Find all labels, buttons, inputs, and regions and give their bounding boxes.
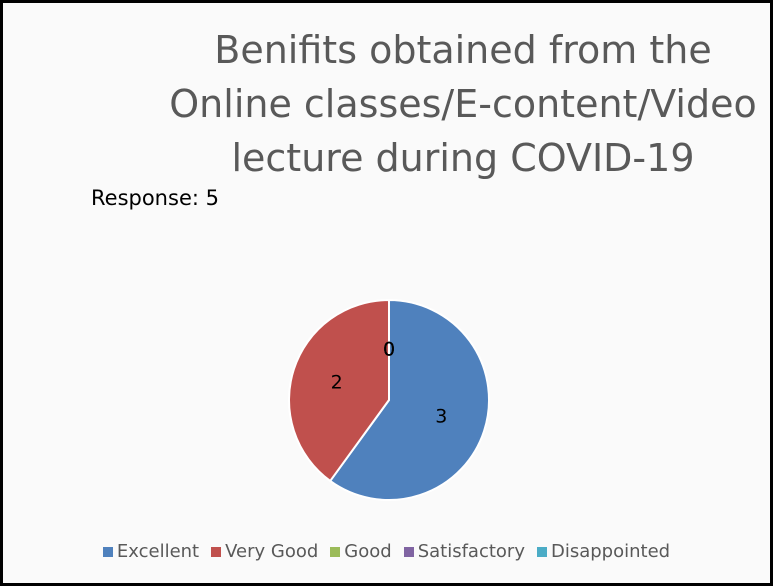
legend-swatch (211, 546, 222, 557)
legend-label: Good (344, 541, 392, 562)
chart-title: Benifits obtained from the Online classe… (169, 28, 757, 180)
data-label: 3 (435, 405, 447, 427)
legend-label: Very Good (225, 541, 319, 562)
legend: Excellent Very Good Good Satisfactory Disapp… (3, 541, 770, 562)
legend-item: Disappointed (536, 541, 671, 562)
legend-item: Very Good (211, 541, 318, 562)
legend-swatch (330, 546, 341, 557)
data-label: 2 (331, 372, 343, 394)
legend-label: Satisfactory (417, 541, 525, 562)
data-label: 0 (383, 339, 395, 361)
legend-swatch (102, 546, 113, 557)
data-label: 0 (383, 339, 395, 361)
legend-item: Good (330, 541, 392, 562)
pie-slice (328, 298, 490, 501)
legend-item: Satisfactory (403, 541, 525, 562)
data-label: 0 (383, 339, 395, 361)
legend-swatch (536, 546, 547, 557)
annotation: Response: 5 (91, 186, 219, 210)
legend-item: Excellent (102, 541, 200, 562)
pie-slice (288, 298, 390, 483)
legend-label: Disappointed (550, 541, 671, 562)
legend-swatch (403, 546, 414, 557)
legend-label: Excellent (116, 541, 200, 562)
